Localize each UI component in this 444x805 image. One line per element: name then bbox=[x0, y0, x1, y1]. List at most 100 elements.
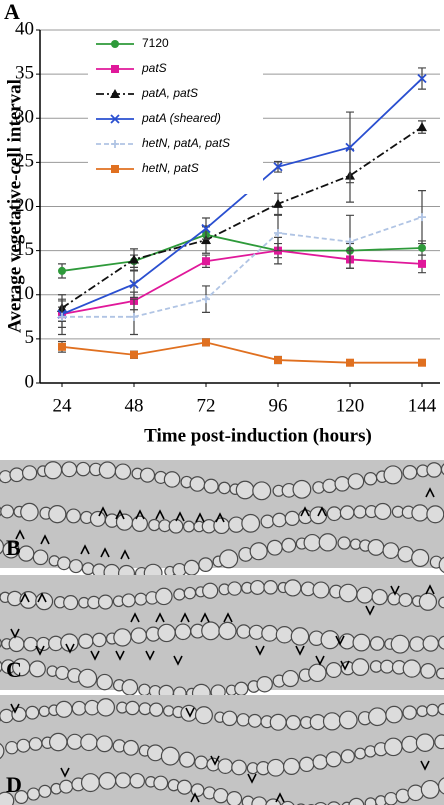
arrowhead bbox=[425, 584, 435, 595]
arrowhead bbox=[80, 544, 90, 555]
cell bbox=[219, 549, 239, 569]
cell bbox=[130, 627, 148, 644]
cell bbox=[402, 659, 421, 678]
cell bbox=[9, 467, 25, 483]
arrowhead bbox=[315, 655, 325, 666]
cell bbox=[89, 510, 106, 527]
cell bbox=[0, 742, 5, 760]
cell bbox=[368, 707, 387, 727]
cell bbox=[23, 636, 38, 652]
cell bbox=[202, 582, 219, 599]
cell bbox=[247, 713, 262, 728]
cell bbox=[256, 676, 273, 693]
cell bbox=[422, 635, 439, 652]
cell bbox=[284, 579, 302, 597]
y-tick-label: 35 bbox=[15, 62, 34, 83]
cell bbox=[385, 705, 403, 724]
cell bbox=[213, 787, 229, 804]
cell bbox=[98, 772, 117, 790]
cell bbox=[115, 772, 132, 789]
cell bbox=[221, 710, 238, 727]
cell bbox=[231, 759, 247, 776]
arrowhead bbox=[247, 773, 257, 784]
arrowhead bbox=[20, 592, 30, 603]
series bbox=[58, 190, 426, 336]
cell bbox=[66, 508, 81, 524]
cell bbox=[280, 800, 295, 805]
series bbox=[58, 338, 426, 367]
marker bbox=[129, 254, 139, 264]
marker bbox=[111, 65, 119, 73]
cell bbox=[80, 773, 100, 793]
arrowhead bbox=[215, 512, 225, 523]
legend-label: patA (sheared) bbox=[141, 111, 221, 125]
cell bbox=[374, 502, 392, 521]
cell bbox=[55, 665, 70, 681]
cell bbox=[32, 549, 49, 566]
cell bbox=[176, 779, 192, 795]
marker bbox=[273, 162, 283, 172]
arrowhead bbox=[155, 612, 165, 623]
cell bbox=[434, 734, 444, 750]
cell bbox=[148, 518, 161, 532]
cell bbox=[338, 583, 358, 603]
marker bbox=[345, 142, 355, 153]
cell bbox=[0, 504, 15, 519]
arrowhead bbox=[185, 707, 195, 718]
panel-label: C bbox=[6, 657, 22, 682]
y-tick-label: 0 bbox=[25, 371, 35, 392]
cell bbox=[96, 673, 113, 691]
cell bbox=[281, 669, 300, 688]
cell bbox=[426, 462, 442, 478]
cell bbox=[190, 783, 205, 797]
cell bbox=[260, 514, 275, 529]
marker bbox=[346, 237, 354, 246]
cell bbox=[194, 755, 209, 770]
cell bbox=[38, 705, 51, 718]
cell bbox=[57, 556, 71, 571]
arrowhead bbox=[173, 655, 183, 666]
cell bbox=[322, 478, 337, 494]
cell bbox=[252, 481, 272, 501]
arrowhead bbox=[35, 645, 45, 656]
cell bbox=[146, 744, 164, 762]
cell bbox=[183, 559, 200, 576]
cell bbox=[261, 624, 279, 642]
marker bbox=[202, 257, 210, 266]
arrowhead bbox=[15, 529, 25, 540]
cell bbox=[382, 542, 400, 559]
cell bbox=[43, 461, 63, 480]
marker bbox=[418, 213, 426, 222]
cell bbox=[292, 479, 312, 499]
cell bbox=[248, 624, 264, 640]
cell bbox=[390, 634, 410, 654]
marker bbox=[58, 342, 66, 351]
cell bbox=[183, 586, 197, 600]
cell bbox=[198, 557, 214, 572]
cell bbox=[160, 746, 180, 766]
cell bbox=[266, 539, 283, 556]
cell bbox=[398, 592, 413, 607]
arrowhead bbox=[275, 792, 285, 803]
arrowhead bbox=[37, 592, 47, 603]
cell bbox=[55, 700, 73, 718]
cell bbox=[369, 636, 385, 651]
cell bbox=[97, 594, 114, 610]
cell bbox=[217, 758, 234, 774]
x-tick-label: 72 bbox=[197, 395, 216, 416]
cell bbox=[426, 703, 439, 717]
cell bbox=[325, 662, 342, 679]
cell bbox=[418, 592, 438, 611]
cell bbox=[189, 476, 206, 492]
cell bbox=[168, 518, 184, 534]
cell bbox=[153, 775, 169, 791]
cell bbox=[401, 735, 419, 753]
cell bbox=[384, 791, 398, 805]
cell bbox=[173, 588, 186, 601]
cell bbox=[312, 754, 328, 770]
marker bbox=[130, 312, 138, 321]
cell bbox=[236, 713, 250, 727]
cell bbox=[249, 579, 265, 595]
cell bbox=[125, 700, 140, 716]
cell bbox=[92, 632, 107, 648]
